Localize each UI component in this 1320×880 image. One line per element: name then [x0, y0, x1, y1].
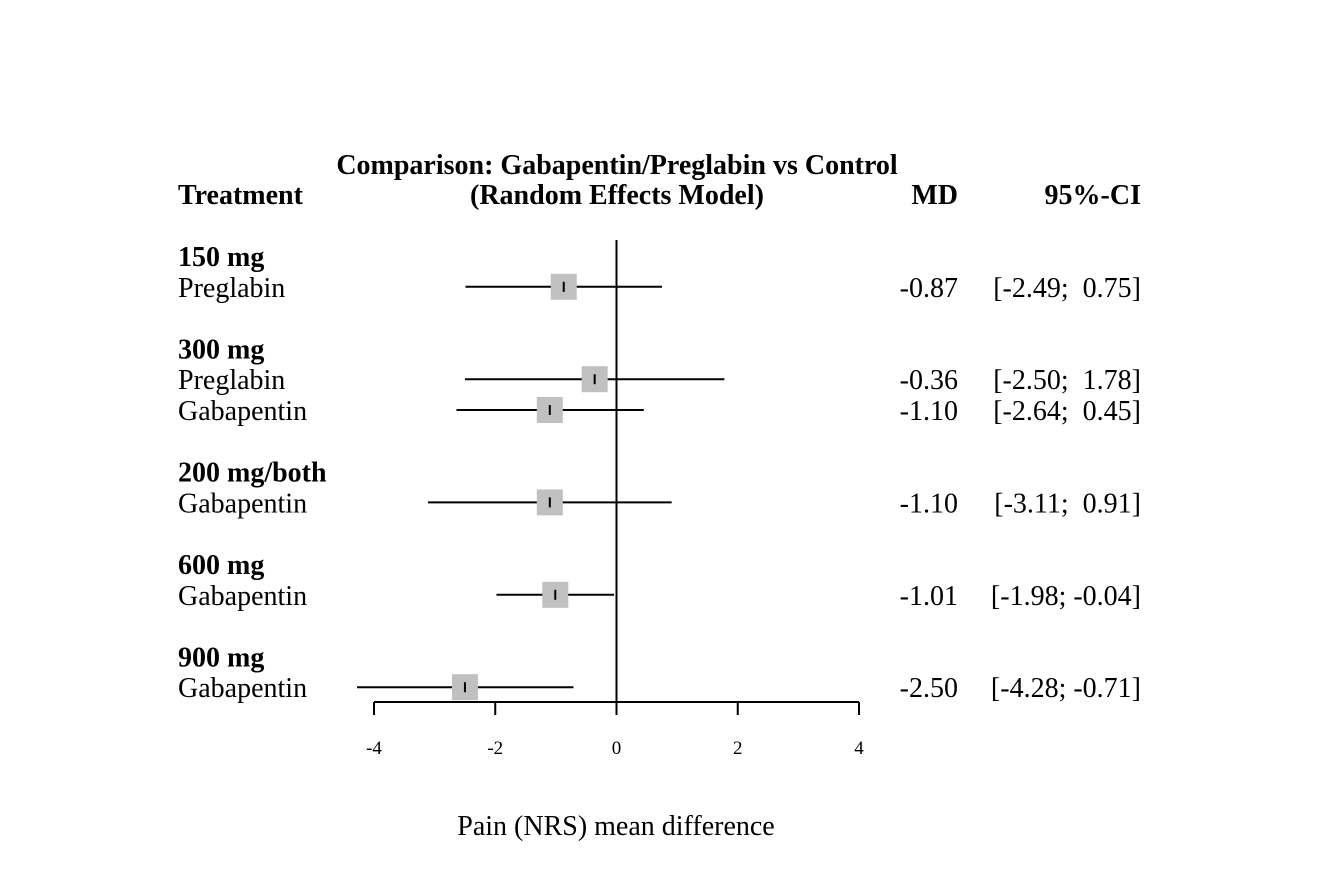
- group-label: 300 mg: [178, 334, 264, 365]
- column-header-ci: 95%-CI: [1045, 180, 1141, 211]
- column-header-md: MD: [911, 180, 958, 211]
- study-label: Gabapentin: [178, 396, 307, 427]
- ci-value: [-2.50; 1.78]: [993, 365, 1141, 396]
- study-label: Gabapentin: [178, 488, 307, 519]
- group-label: 600 mg: [178, 550, 264, 581]
- md-value: -2.50: [900, 673, 958, 704]
- md-value: -1.01: [900, 581, 958, 612]
- group-label: 900 mg: [178, 642, 264, 673]
- ci-value: [-2.49; 0.75]: [993, 273, 1141, 304]
- ci-value: [-2.64; 0.45]: [993, 396, 1141, 427]
- study-label: Preglabin: [178, 365, 285, 396]
- study-label: Gabapentin: [178, 581, 307, 612]
- md-value: -0.36: [900, 365, 958, 396]
- study-label: Gabapentin: [178, 673, 307, 704]
- ci-value: [-1.98; -0.04]: [991, 581, 1141, 612]
- x-tick-label: 2: [733, 738, 743, 759]
- x-axis-label: Pain (NRS) mean difference: [457, 811, 775, 842]
- x-tick-label: -4: [366, 738, 382, 759]
- md-value: -0.87: [900, 273, 958, 304]
- column-header-treatment: Treatment: [178, 180, 304, 211]
- ci-value: [-4.28; -0.71]: [991, 673, 1141, 704]
- x-tick-label: 0: [612, 738, 622, 759]
- chart-title-line2: (Random Effects Model): [470, 180, 764, 211]
- study-label: Preglabin: [178, 273, 285, 304]
- group-label: 200 mg/both: [178, 458, 327, 489]
- x-axis: -4 -2 0 2 4: [366, 701, 864, 759]
- ci-value: [-3.11; 0.91]: [994, 488, 1141, 519]
- x-tick-label: -2: [487, 738, 503, 759]
- x-tick-label: 4: [854, 738, 864, 759]
- md-value: -1.10: [900, 488, 958, 519]
- md-value: -1.10: [900, 396, 958, 427]
- group-label: 150 mg: [178, 242, 264, 273]
- chart-title-line1: Comparison: Gabapentin/Preglabin vs Cont…: [336, 150, 898, 181]
